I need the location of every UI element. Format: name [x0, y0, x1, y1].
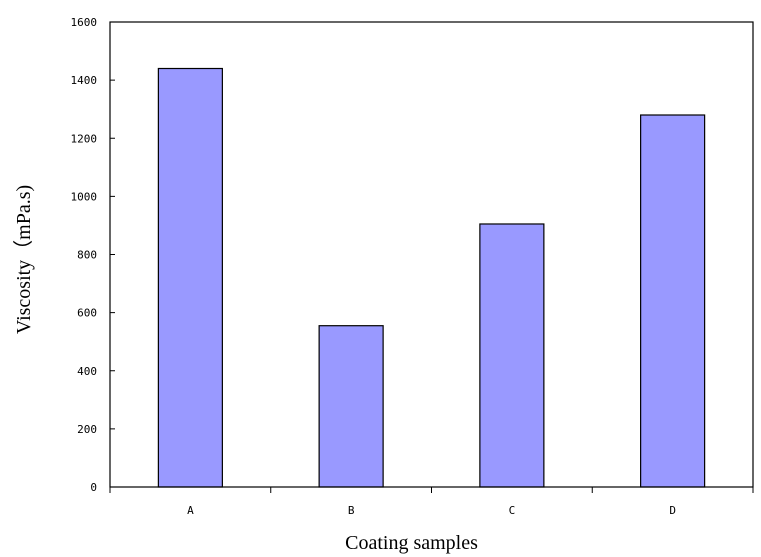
bar-B	[318, 325, 384, 488]
y-tick-label: 1000	[71, 190, 98, 203]
y-tick-label: 1600	[71, 16, 98, 29]
x-category-label: A	[187, 504, 194, 517]
y-tick-label: 0	[90, 481, 97, 494]
y-tick-label: 1200	[71, 132, 98, 145]
plot-area-frame	[109, 21, 754, 488]
bar-D	[640, 114, 706, 488]
y-tick-label: 800	[77, 249, 97, 262]
y-tick-label: 1400	[71, 74, 98, 87]
x-axis-ticks: A B C D	[109, 487, 754, 517]
bar-A	[157, 67, 223, 488]
bar-C	[479, 223, 545, 488]
x-category-label: D	[669, 504, 676, 517]
y-tick-label: 600	[77, 307, 97, 320]
y-tick-label: 200	[77, 423, 97, 436]
x-axis-title: Coating samples	[345, 532, 478, 554]
y-tick-label: 400	[77, 365, 97, 378]
y-axis-ticks: 0 200 400 600 800 1000 1200 1400 1600	[71, 16, 115, 494]
x-category-label: B	[348, 504, 355, 517]
bars-group	[157, 67, 706, 488]
x-category-label: C	[509, 504, 516, 517]
y-axis-title: Viscosity（mPa.s)	[12, 185, 35, 334]
